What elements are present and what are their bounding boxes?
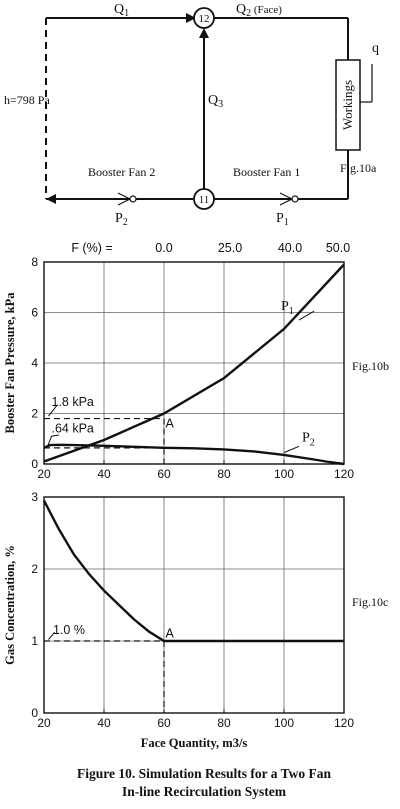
chart-c-x-tick-label: 80 xyxy=(217,716,231,730)
chart-c-x-tick-label: 120 xyxy=(334,716,354,730)
chart-c-x-tick-label: 20 xyxy=(37,716,51,730)
gas-concentration-chart: 20 40 60 80 100 120 0 1 2 3 Gas Concentration, % Fa… xyxy=(3,490,354,750)
q1-label: Q1 xyxy=(114,2,129,19)
p2-label: P2 xyxy=(115,211,128,228)
chart-b-top-tick-label: 25.0 xyxy=(218,241,242,255)
fig10a-label: Fig.10a xyxy=(340,161,377,175)
chart-c-x-tick-label: 100 xyxy=(274,716,294,730)
chart-b-y-tick-label: 8 xyxy=(31,255,38,269)
chart-b-series-1-label: P1 xyxy=(281,299,294,317)
node-11-label: 11 xyxy=(199,194,210,206)
chart-b-x-tick-label: 80 xyxy=(217,467,231,481)
fig10c-label: Fig.10c xyxy=(352,595,388,609)
chart-c-y-tick-label: 1 xyxy=(31,634,38,648)
chart-c-y-tick-label: 3 xyxy=(31,490,38,504)
chart-b-y-tick-label: 6 xyxy=(31,306,38,320)
chart-b-annotation-2: .64 kPa xyxy=(52,421,94,435)
chart-c-ref-1pct xyxy=(44,640,165,713)
fan-2-icon xyxy=(117,192,137,206)
workings-box xyxy=(335,59,361,151)
chart-c-y-tick-label: 0 xyxy=(31,706,38,720)
fig10b-label: Fig.10b xyxy=(352,359,389,373)
q3-arrow-icon xyxy=(199,28,209,38)
chart-b-top-axis-prefix: F (%) = xyxy=(71,241,112,255)
chart-b-x-tick-label: 40 xyxy=(97,467,111,481)
chart-c-x-axis-label: Face Quantity, m3/s xyxy=(141,736,248,750)
chart-b-x-tick-label: 120 xyxy=(334,467,354,481)
chart-b-y-tick-label: 4 xyxy=(31,356,38,370)
chart-c-annotation-1: 1.0 % xyxy=(53,623,85,637)
chart-b-series-2-label: P2 xyxy=(302,430,315,448)
node-11 xyxy=(193,188,215,210)
chart-c-annotation-2: A xyxy=(166,626,175,640)
fan-1-label: Booster Fan 1 xyxy=(233,165,300,179)
figure-caption-line-2: In-line Recirculation System xyxy=(122,784,287,799)
chart-b-top-tick-label: 40.0 xyxy=(278,241,302,255)
fan-1-icon xyxy=(279,192,299,206)
chart-b-frame xyxy=(43,261,345,465)
q3-label: Q3 xyxy=(208,93,223,110)
chart-b-leader-2 xyxy=(47,434,60,447)
chart-c-y-tick-label: 2 xyxy=(31,562,38,576)
chart-b-x-tick-label: 60 xyxy=(157,467,171,481)
node-12-label: 12 xyxy=(199,13,210,25)
workings-label: Workings xyxy=(340,80,355,130)
chart-c-x-tick-label: 60 xyxy=(157,716,171,730)
chart-b-top-tick-label: 50.0 xyxy=(326,241,350,255)
chart-b-ref-1-8kpa xyxy=(44,417,165,464)
chart-b-y-tick-label: 2 xyxy=(31,407,38,421)
chart-c-leader xyxy=(48,632,55,640)
chart-b-p1-leader xyxy=(298,310,315,321)
chart-b-annotation-1: 1.8 kPa xyxy=(52,395,94,409)
chart-b-series-2-line xyxy=(43,443,345,466)
chart-b-series-1-line xyxy=(43,263,345,463)
chart-c-frame xyxy=(43,496,345,714)
q2-label: Q2 (Face) xyxy=(236,2,282,19)
chart-b-y-tick-label: 0 xyxy=(31,457,38,471)
q1-arrow-icon xyxy=(186,13,196,23)
network-diagram: Workings q h=798 Pa 12 11 Q1 Q2 (Face) xyxy=(4,2,379,228)
figure-caption-line-1: Figure 10. Simulation Results for a Two … xyxy=(77,766,332,781)
chart-b-y-axis-label: Booster Fan Pressure, kPa xyxy=(3,292,17,434)
chart-b-x-tick-label: 20 xyxy=(37,467,51,481)
return-arrow-icon xyxy=(46,194,56,204)
chart-b-x-tick-label: 100 xyxy=(274,467,294,481)
booster-fan-pressure-chart: 20 40 60 80 100 120 0 2 4 6 8 Booster Fan Pressure,… xyxy=(3,241,354,481)
fan-2-label: Booster Fan 2 xyxy=(88,165,155,179)
chart-c-y-axis-label: Gas Concentration, % xyxy=(3,545,17,665)
p1-label: P1 xyxy=(276,211,289,228)
chart-b-leader-1 xyxy=(48,404,58,417)
pressure-label: h=798 Pa xyxy=(4,93,50,107)
chart-b-annotation-3: A xyxy=(166,416,175,430)
chart-b-top-tick-label: 0.0 xyxy=(155,241,172,255)
node-12 xyxy=(193,7,215,29)
chart-c-x-tick-label: 40 xyxy=(97,716,111,730)
chart-b-p2-leader xyxy=(283,445,300,454)
q-label: q xyxy=(372,41,379,56)
chart-c-series-1-line xyxy=(42,500,344,643)
